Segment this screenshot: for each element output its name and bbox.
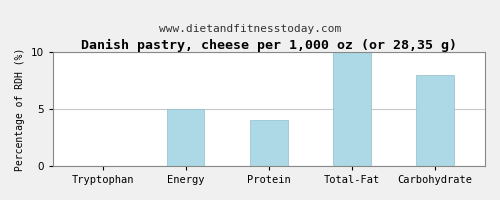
Text: www.dietandfitnesstoday.com: www.dietandfitnesstoday.com: [159, 24, 341, 34]
Bar: [334, 52, 370, 166]
Y-axis label: Percentage of RDH (%): Percentage of RDH (%): [15, 47, 25, 171]
Bar: [167, 109, 204, 166]
Bar: [250, 120, 288, 166]
Title: Danish pastry, cheese per 1,000 oz (or 28,35 g): Danish pastry, cheese per 1,000 oz (or 2…: [81, 39, 457, 52]
Bar: [416, 75, 454, 166]
